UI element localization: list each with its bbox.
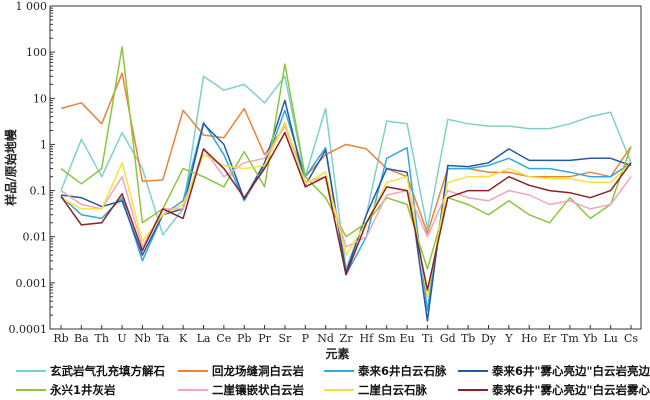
y-tick-label: 0.0001	[9, 323, 48, 336]
x-tick-label: Pb	[237, 332, 251, 345]
y-tick-label: 100	[26, 46, 47, 59]
series-line-4	[60, 99, 632, 322]
x-tick-label: Sr	[279, 332, 293, 345]
legend-label: 回龙场缝洞白云岩	[212, 364, 304, 378]
x-tick-label: Tm	[561, 332, 579, 345]
x-tick-label: La	[197, 332, 211, 345]
legend-label: 玄武岩气孔充填方解石	[50, 364, 165, 378]
x-tick-label: Y	[504, 332, 513, 345]
x-tick-label: Er	[543, 332, 557, 345]
x-tick-label: Cs	[624, 332, 638, 345]
x-tick-label: Lu	[603, 332, 617, 345]
y-axis-title: 样品/原始地幔	[3, 128, 18, 205]
y-tick-label: 1	[40, 138, 47, 151]
series-line-5	[60, 46, 632, 270]
legend-label: 二崖白云石脉	[358, 383, 427, 397]
series-line-3	[60, 109, 632, 312]
x-tick-label: Ce	[216, 332, 231, 345]
x-tick-label: Rb	[53, 332, 68, 345]
legend-label: 二崖镶嵌状白云岩	[212, 383, 304, 397]
x-tick-label: K	[179, 332, 188, 345]
x-tick-label: Hf	[360, 332, 375, 345]
y-tick-label: 1 000	[16, 0, 48, 13]
x-tick-label: U	[117, 332, 126, 345]
x-tick-label: Ho	[521, 332, 538, 345]
x-tick-label: Zr	[340, 332, 354, 345]
x-tick-label: Ta	[156, 332, 169, 345]
x-tick-label: Yb	[582, 332, 597, 345]
x-tick-label: Pr	[258, 332, 271, 345]
legend-label: 永兴1井灰岩	[49, 383, 116, 397]
series-layer	[60, 46, 632, 322]
legend: 玄武岩气孔充填方解石 回龙场缝洞白云岩 泰来6井白云石脉 泰来6井"雾心亮边"白云岩亮…	[16, 364, 650, 397]
x-tick-label: Ba	[74, 332, 89, 345]
y-tick-label: 10	[33, 92, 47, 105]
legend-label: 泰来6井白云石脉	[357, 364, 447, 378]
y-axis-ticks: 0.0001 0.001 0.01 0.1 1 10 100 1 000	[9, 0, 55, 336]
x-tick-label: Sm	[378, 332, 397, 345]
plot-frame	[49, 5, 642, 330]
x-tick-label: Dy	[481, 332, 497, 345]
x-axis-title: 元素	[325, 346, 349, 361]
x-tick-label: Th	[95, 332, 109, 345]
legend-label: 泰来6井"雾心亮边"白云岩雾心	[491, 383, 650, 397]
x-tick-label: Nd	[317, 332, 334, 345]
y-tick-label: 0.001	[16, 277, 48, 290]
x-tick-label: Nb	[134, 332, 151, 345]
x-tick-label: Gd	[440, 332, 456, 345]
y-tick-label: 0.01	[23, 231, 48, 244]
y-tick-label: 0.1	[30, 185, 48, 198]
series-line-2	[60, 72, 632, 234]
x-tick-label: P	[302, 332, 310, 345]
x-tick-label: Ti	[422, 332, 433, 345]
legend-label: 泰来6井"雾心亮边"白云岩亮边	[491, 364, 650, 378]
x-tick-label: Eu	[400, 332, 415, 345]
series-line-8	[60, 131, 632, 291]
x-axis-ticks: Rb Ba Th U Nb Ta K La Ce Pb Pr Sr P Nd Zr Hf Sm Eu Ti Gd Tb D…	[53, 325, 638, 345]
x-tick-label: Tb	[461, 332, 475, 345]
